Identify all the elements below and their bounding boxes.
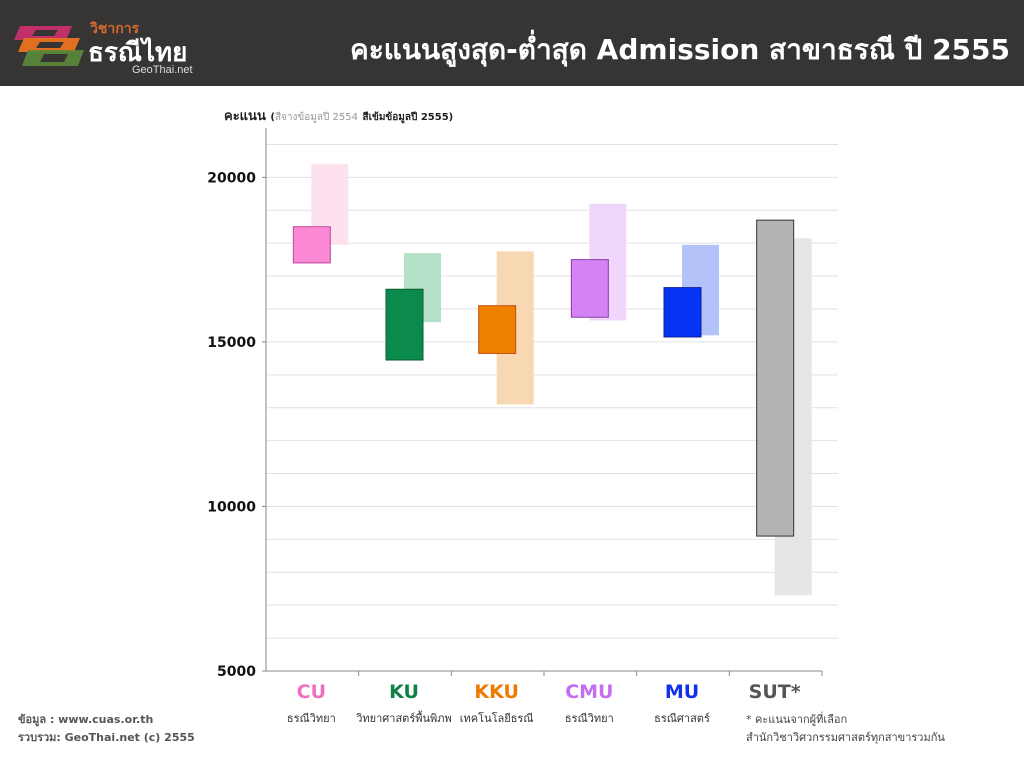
category-subtitle: เทคโนโลยีธรณี	[460, 711, 534, 725]
plot-area	[266, 128, 838, 671]
bar-2555-ku	[385, 288, 424, 361]
bar-2555-cmu	[570, 259, 609, 318]
geothai-logo-icon	[14, 26, 84, 66]
category-label: CU	[297, 681, 326, 703]
page-title: คะแนนสูงสุด-ต่ำสุด Admission สาขาธรณี ปี…	[350, 33, 1010, 66]
brand-site: GeoThai.net	[132, 64, 193, 76]
category-label: KKU	[474, 681, 519, 703]
y-axis-title: คะแนน (สีจางข้อมูลปี 2554 สีเข้มข้อมูลปี…	[224, 105, 453, 126]
y-axis-label: คะแนน	[224, 109, 266, 124]
brand-tagline: วิชาการ	[90, 21, 140, 37]
category-label: CMU	[565, 681, 613, 703]
brand-name: ธรณีไทย	[88, 38, 188, 68]
bar-2555-mu	[663, 287, 702, 338]
header-bar: วิชาการ ธรณีไทย GeoThai.net คะแนนสูงสุด-…	[0, 0, 1024, 86]
y-tick-label: 20000	[207, 170, 256, 186]
category-subtitle: วิทยาศาสตร์พื้นพิภพ	[355, 710, 451, 725]
y-tick-label: 10000	[207, 499, 256, 515]
legend-light-note: สีจางข้อมูลปี 2554	[274, 112, 358, 123]
y-tick-label: 5000	[217, 664, 256, 680]
category-label: MU	[665, 681, 699, 703]
category-subtitle: ธรณีวิทยา	[565, 712, 614, 725]
y-tick-label: 15000	[207, 335, 256, 351]
legend-dark-note: สีเข้มข้อมูลปี 2555	[362, 112, 449, 123]
legend-paren-open: (	[270, 112, 275, 123]
footnote: * คะแนนจากผู้ที่เลือก สำนักวิชาวิศวกรรมศ…	[746, 711, 945, 747]
category-label: KU	[389, 681, 419, 703]
bar-2555-sut	[756, 219, 795, 537]
legend-paren-close: )	[448, 112, 454, 123]
footnote-line2: สำนักวิชาวิศวกรรมศาสตร์ทุกสาขารวมกัน	[746, 731, 945, 744]
bar-2555-cu	[292, 226, 331, 264]
footnote-line1: * คะแนนจากผู้ที่เลือก	[746, 713, 848, 726]
bar-2555-kku	[478, 305, 517, 354]
footer-source: ข้อมูล : www.cuas.or.th	[18, 713, 154, 726]
category-subtitle: ธรณีศาสตร์	[654, 712, 710, 725]
footer-compiled: รวบรวม: GeoThai.net (c) 2555	[18, 731, 195, 744]
category-subtitle: ธรณีวิทยา	[287, 712, 336, 725]
category-label: SUT*	[749, 681, 801, 703]
